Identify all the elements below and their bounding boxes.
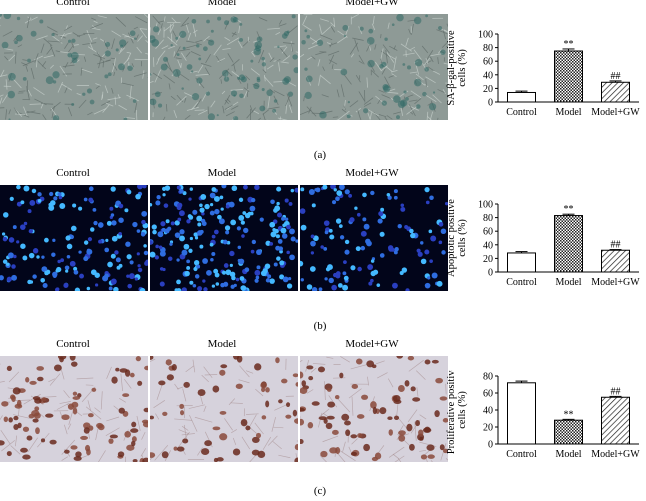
y-tick-label: 80 — [483, 372, 493, 383]
significance-label: ** — [564, 409, 574, 420]
significance-label: ## — [611, 71, 621, 82]
micrograph-b-control — [0, 185, 148, 291]
y-tick-label: 40 — [483, 70, 493, 81]
micrograph-c-model-gw — [300, 356, 448, 462]
y-tick-label: 80 — [483, 43, 493, 54]
y-tick-label: 20 — [483, 423, 493, 434]
y-tick-label: 0 — [488, 98, 493, 109]
y-tick-label: 100 — [478, 200, 493, 211]
bar — [601, 396, 630, 445]
significance-label: ## — [611, 386, 621, 397]
y-tick-label: 0 — [488, 268, 493, 279]
y-tick-label: 0 — [488, 440, 493, 451]
y-tick-label: 80 — [483, 213, 493, 224]
y-axis-label: Apoptotic positivecells (%) — [446, 199, 468, 277]
x-tick-label: Control — [506, 449, 537, 460]
bar — [554, 50, 583, 103]
bar — [507, 91, 536, 103]
x-tick-label: Model+GW — [591, 107, 640, 118]
micrograph-c-control — [0, 356, 148, 462]
y-axis-label: SA-β-gal-positivecells (%) — [446, 30, 468, 106]
bar-chart-c: Proliferative positivecells (%) 0 20 40 60 80… — [440, 365, 645, 475]
y-tick-label: 100 — [478, 30, 493, 41]
micrograph-a-model-gw — [300, 14, 448, 120]
x-tick-label: Model+GW — [591, 277, 640, 288]
bar-chart-b: Apoptotic positivecells (%) 0 20 40 60 80 100 C… — [440, 198, 645, 303]
column-label-model: Model — [207, 0, 237, 8]
column-label-control: Control — [56, 0, 90, 8]
micrograph-a-control — [0, 14, 148, 120]
y-tick-label: 40 — [483, 406, 493, 417]
y-tick-label: 20 — [483, 84, 493, 95]
x-tick-label: Model — [555, 449, 581, 460]
bar — [507, 252, 536, 273]
chart-svg: SA-β-gal-positivecells (%) 0 20 40 60 80 100 Co… — [446, 30, 640, 119]
micrograph-c-model — [150, 356, 298, 462]
chart-svg: Apoptotic positivecells (%) 0 20 40 60 80 100 C… — [446, 199, 640, 288]
x-tick-label: Control — [506, 107, 537, 118]
y-tick-label: 60 — [483, 227, 493, 238]
y-tick-label: 60 — [483, 389, 493, 400]
column-label-control: Control — [56, 167, 90, 179]
micrograph-b-model — [150, 185, 298, 291]
x-tick-label: Model+GW — [591, 449, 640, 460]
bar — [507, 382, 536, 445]
y-tick-label: 60 — [483, 57, 493, 68]
y-tick-label: 20 — [483, 254, 493, 265]
panel-label-c: (c) — [313, 485, 327, 497]
bar-chart-a: SA-β-gal-positivecells (%) 0 20 40 60 80 100 Co… — [440, 28, 645, 133]
bar — [554, 419, 583, 445]
bar — [601, 81, 630, 103]
x-tick-label: Control — [506, 277, 537, 288]
column-label-model-gw: Model+GW — [345, 167, 399, 179]
chart-svg: Proliferative positivecells (%) 0 20 40 60 80… — [446, 365, 640, 460]
x-tick-label: Model — [555, 107, 581, 118]
column-label-model: Model — [207, 167, 237, 179]
y-tick-label: 40 — [483, 240, 493, 251]
x-tick-label: Model — [555, 277, 581, 288]
column-label-control: Control — [56, 338, 90, 350]
micrograph-b-model-gw — [300, 185, 448, 291]
significance-label: ** — [564, 39, 574, 50]
panel-label-a: (a) — [313, 149, 327, 161]
bar — [601, 249, 630, 273]
significance-label: ** — [564, 204, 574, 215]
significance-label: ## — [611, 240, 621, 251]
panel-label-b: (b) — [313, 320, 327, 332]
column-label-model: Model — [207, 338, 237, 350]
micrograph-a-model — [150, 14, 298, 120]
column-label-model-gw: Model+GW — [345, 338, 399, 350]
bar — [554, 215, 583, 273]
column-label-model-gw: Model+GW — [345, 0, 399, 8]
y-axis-label: Proliferative positivecells (%) — [446, 370, 468, 454]
